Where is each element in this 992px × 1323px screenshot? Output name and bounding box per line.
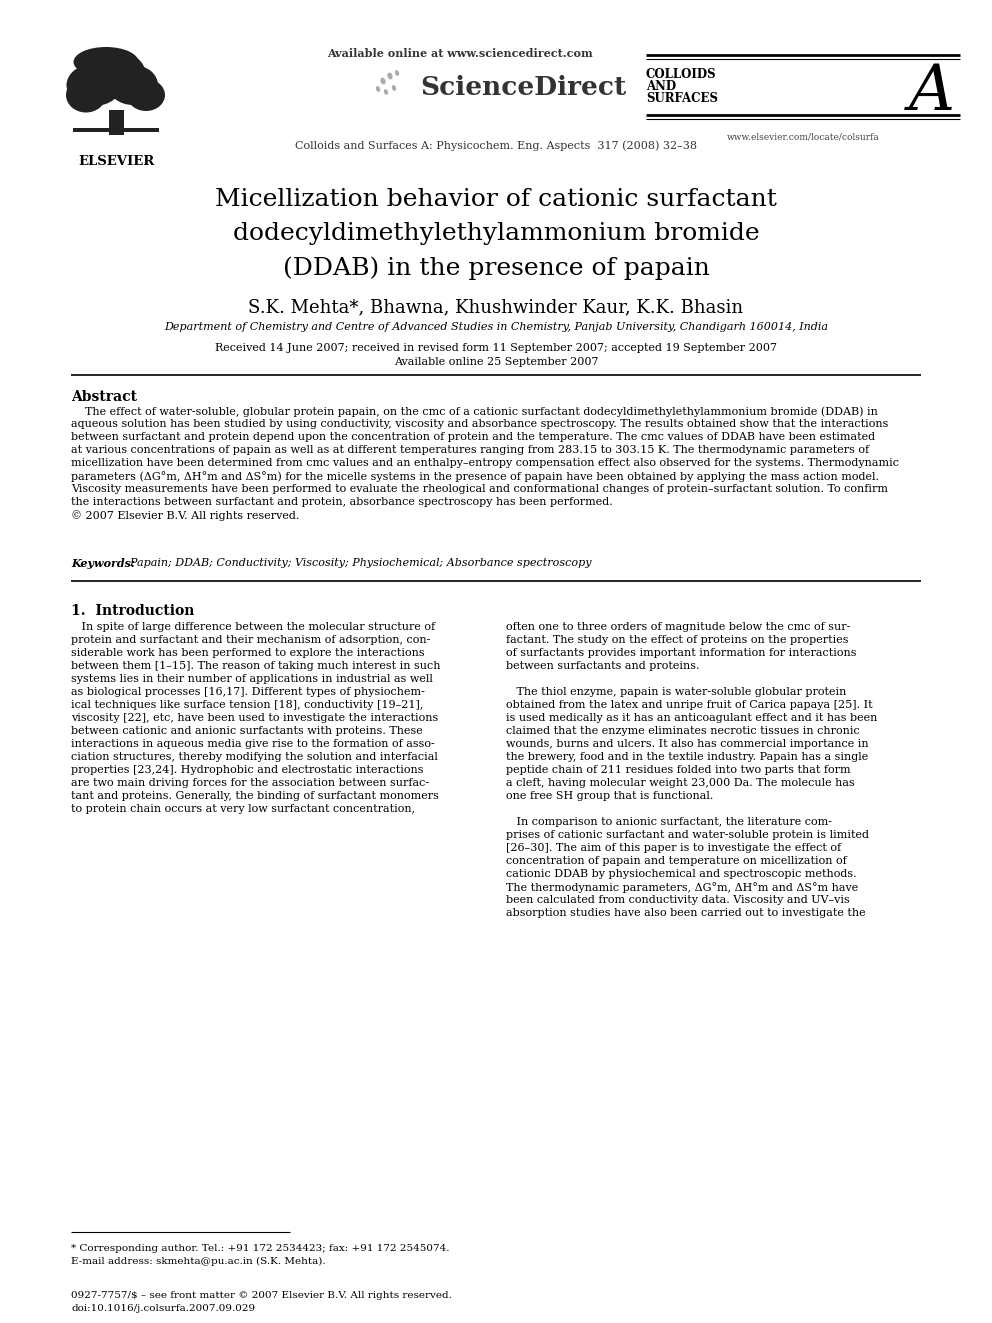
Text: peptide chain of 211 residues folded into two parts that form: peptide chain of 211 residues folded int… — [506, 765, 850, 775]
Bar — [71, 30, 161, 140]
Ellipse shape — [395, 70, 399, 75]
Text: Available online at www.sciencedirect.com: Available online at www.sciencedirect.co… — [327, 48, 593, 60]
Text: Viscosity measurements have been performed to evaluate the rheological and confo: Viscosity measurements have been perform… — [71, 484, 888, 493]
Text: at various concentrations of papain as well as at different temperatures ranging: at various concentrations of papain as w… — [71, 445, 869, 455]
Text: (DDAB) in the presence of papain: (DDAB) in the presence of papain — [283, 255, 709, 279]
Ellipse shape — [392, 85, 396, 91]
Text: Keywords:: Keywords: — [71, 558, 135, 569]
Text: siderable work has been performed to explore the interactions: siderable work has been performed to exp… — [71, 648, 425, 658]
Text: Available online 25 September 2007: Available online 25 September 2007 — [394, 357, 598, 366]
Text: aqueous solution has been studied by using conductivity, viscosity and absorbanc: aqueous solution has been studied by usi… — [71, 419, 889, 429]
Text: © 2007 Elsevier B.V. All rights reserved.: © 2007 Elsevier B.V. All rights reserved… — [71, 509, 300, 521]
Text: [26–30]. The aim of this paper is to investigate the effect of: [26–30]. The aim of this paper is to inv… — [506, 843, 841, 853]
Ellipse shape — [380, 78, 386, 85]
Text: Micellization behavior of cationic surfactant: Micellization behavior of cationic surfa… — [215, 188, 777, 210]
Text: Abstract: Abstract — [71, 390, 137, 404]
Text: viscosity [22], etc, have been used to investigate the interactions: viscosity [22], etc, have been used to i… — [71, 713, 438, 722]
Bar — [73, 128, 159, 132]
Text: Department of Chemistry and Centre of Advanced Studies in Chemistry, Panjab Univ: Department of Chemistry and Centre of Ad… — [164, 321, 828, 332]
Ellipse shape — [86, 52, 146, 99]
Text: Papain; DDAB; Conductivity; Viscosity; Physiochemical; Absorbance spectroscopy: Papain; DDAB; Conductivity; Viscosity; P… — [123, 558, 591, 568]
Text: ciation structures, thereby modifying the solution and interfacial: ciation structures, thereby modifying th… — [71, 751, 437, 762]
Text: S.K. Mehta*, Bhawna, Khushwinder Kaur, K.K. Bhasin: S.K. Mehta*, Bhawna, Khushwinder Kaur, K… — [248, 298, 744, 316]
Text: micellization have been determined from cmc values and an enthalpy–entropy compe: micellization have been determined from … — [71, 458, 899, 468]
Text: between cationic and anionic surfactants with proteins. These: between cationic and anionic surfactants… — [71, 726, 423, 736]
Text: Colloids and Surfaces A: Physicochem. Eng. Aspects  317 (2008) 32–38: Colloids and Surfaces A: Physicochem. En… — [295, 140, 697, 151]
Text: interactions in aqueous media give rise to the formation of asso-: interactions in aqueous media give rise … — [71, 740, 434, 749]
Text: A: A — [909, 62, 955, 123]
Text: the brewery, food and in the textile industry. Papain has a single: the brewery, food and in the textile ind… — [506, 751, 868, 762]
Text: systems lies in their number of applications in industrial as well: systems lies in their number of applicat… — [71, 673, 433, 684]
Text: prises of cationic surfactant and water-soluble protein is limited: prises of cationic surfactant and water-… — [506, 830, 869, 840]
Text: of surfactants provides important information for interactions: of surfactants provides important inform… — [506, 648, 856, 658]
Text: protein and surfactant and their mechanism of adsorption, con-: protein and surfactant and their mechani… — [71, 635, 431, 646]
Text: www.elsevier.com/locate/colsurfa: www.elsevier.com/locate/colsurfa — [726, 132, 879, 142]
Text: as biological processes [16,17]. Different types of physiochem-: as biological processes [16,17]. Differe… — [71, 687, 425, 697]
Text: parameters (ΔG°m, ΔH°m and ΔS°m) for the micelle systems in the presence of papa: parameters (ΔG°m, ΔH°m and ΔS°m) for the… — [71, 471, 879, 482]
Text: been calculated from conductivity data. Viscosity and UV–vis: been calculated from conductivity data. … — [506, 894, 850, 905]
Ellipse shape — [127, 79, 165, 111]
Text: one free SH group that is functional.: one free SH group that is functional. — [506, 791, 713, 800]
Text: properties [23,24]. Hydrophobic and electrostatic interactions: properties [23,24]. Hydrophobic and elec… — [71, 765, 424, 775]
Text: often one to three orders of magnitude below the cmc of sur-: often one to three orders of magnitude b… — [506, 622, 850, 632]
Text: wounds, burns and ulcers. It also has commercial importance in: wounds, burns and ulcers. It also has co… — [506, 740, 869, 749]
Text: cationic DDAB by physiochemical and spectroscopic methods.: cationic DDAB by physiochemical and spec… — [506, 869, 857, 878]
Ellipse shape — [387, 73, 393, 79]
Ellipse shape — [108, 65, 158, 105]
Text: absorption studies have also been carried out to investigate the: absorption studies have also been carrie… — [506, 908, 866, 918]
Text: between them [1–15]. The reason of taking much interest in such: between them [1–15]. The reason of takin… — [71, 662, 440, 671]
Text: doi:10.1016/j.colsurfa.2007.09.029: doi:10.1016/j.colsurfa.2007.09.029 — [71, 1304, 255, 1312]
Text: claimed that the enzyme eliminates necrotic tissues in chronic: claimed that the enzyme eliminates necro… — [506, 726, 860, 736]
Text: 0927-7757/$ – see front matter © 2007 Elsevier B.V. All rights reserved.: 0927-7757/$ – see front matter © 2007 El… — [71, 1291, 452, 1301]
Text: a cleft, having molecular weight 23,000 Da. The molecule has: a cleft, having molecular weight 23,000 … — [506, 778, 855, 789]
Ellipse shape — [66, 78, 106, 112]
Text: the interactions between surfactant and protein, absorbance spectroscopy has bee: the interactions between surfactant and … — [71, 497, 613, 507]
Text: factant. The study on the effect of proteins on the properties: factant. The study on the effect of prot… — [506, 635, 848, 646]
Ellipse shape — [376, 86, 380, 91]
Text: 1.  Introduction: 1. Introduction — [71, 605, 194, 618]
Bar — [109, 110, 124, 135]
Text: to protein chain occurs at very low surfactant concentration,: to protein chain occurs at very low surf… — [71, 804, 415, 814]
Text: The effect of water-soluble, globular protein papain, on the cmc of a cationic s: The effect of water-soluble, globular pr… — [85, 406, 878, 417]
Text: In comparison to anionic surfactant, the literature com-: In comparison to anionic surfactant, the… — [506, 818, 832, 827]
Text: are two main driving forces for the association between surfac-: are two main driving forces for the asso… — [71, 778, 430, 789]
Text: Received 14 June 2007; received in revised form 11 September 2007; accepted 19 S: Received 14 June 2007; received in revis… — [215, 343, 777, 353]
Text: * Corresponding author. Tel.: +91 172 2534423; fax: +91 172 2545074.: * Corresponding author. Tel.: +91 172 25… — [71, 1244, 449, 1253]
Text: AND: AND — [646, 79, 677, 93]
Text: is used medically as it has an anticoagulant effect and it has been: is used medically as it has an anticoagu… — [506, 713, 877, 722]
Text: The thiol enzyme, papain is water-soluble globular protein: The thiol enzyme, papain is water-solubl… — [506, 687, 846, 697]
Text: obtained from the latex and unripe fruit of Carica papaya [25]. It: obtained from the latex and unripe fruit… — [506, 700, 873, 710]
Ellipse shape — [384, 89, 388, 95]
Text: tant and proteins. Generally, the binding of surfactant monomers: tant and proteins. Generally, the bindin… — [71, 791, 438, 800]
Text: The thermodynamic parameters, ΔG°m, ΔH°m and ΔS°m have: The thermodynamic parameters, ΔG°m, ΔH°m… — [506, 882, 858, 893]
Text: COLLOIDS: COLLOIDS — [646, 67, 716, 81]
Text: ScienceDirect: ScienceDirect — [420, 75, 626, 101]
Text: E-mail address: skmehta@pu.ac.in (S.K. Mehta).: E-mail address: skmehta@pu.ac.in (S.K. M… — [71, 1257, 325, 1266]
Text: between surfactant and protein depend upon the concentration of protein and the : between surfactant and protein depend up… — [71, 433, 875, 442]
Text: between surfactants and proteins.: between surfactants and proteins. — [506, 662, 699, 671]
Ellipse shape — [73, 48, 139, 77]
Text: SURFACES: SURFACES — [646, 93, 718, 105]
Text: concentration of papain and temperature on micellization of: concentration of papain and temperature … — [506, 856, 847, 867]
Text: dodecyldimethylethylammonium bromide: dodecyldimethylethylammonium bromide — [233, 222, 759, 245]
Ellipse shape — [66, 64, 121, 106]
Text: ELSEVIER: ELSEVIER — [78, 155, 154, 168]
Text: ical techniques like surface tension [18], conductivity [19–21],: ical techniques like surface tension [18… — [71, 700, 424, 710]
Text: In spite of large difference between the molecular structure of: In spite of large difference between the… — [71, 622, 435, 632]
